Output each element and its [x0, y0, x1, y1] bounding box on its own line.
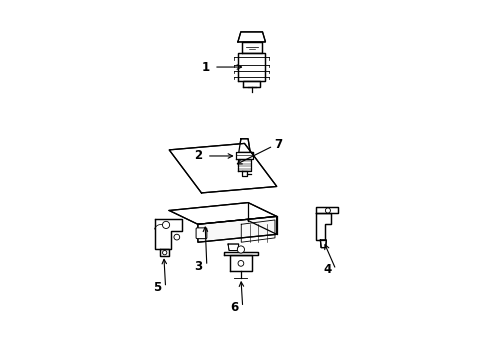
Circle shape [237, 246, 244, 253]
Polygon shape [230, 255, 251, 271]
Text: 4: 4 [323, 263, 331, 276]
Polygon shape [169, 143, 276, 193]
FancyBboxPatch shape [196, 228, 206, 239]
Text: 1: 1 [201, 60, 209, 73]
Circle shape [325, 208, 330, 213]
Polygon shape [227, 244, 238, 251]
Polygon shape [223, 252, 258, 255]
Polygon shape [198, 216, 276, 242]
Circle shape [162, 251, 166, 255]
Polygon shape [155, 219, 182, 249]
Polygon shape [169, 203, 276, 224]
Polygon shape [238, 139, 250, 152]
Text: 6: 6 [230, 301, 238, 314]
Polygon shape [320, 240, 325, 248]
Polygon shape [237, 32, 265, 42]
Polygon shape [238, 159, 250, 171]
Polygon shape [315, 213, 330, 240]
Polygon shape [235, 152, 253, 159]
Text: 7: 7 [274, 138, 282, 150]
Polygon shape [160, 249, 169, 256]
Polygon shape [238, 53, 265, 81]
Circle shape [238, 261, 244, 266]
Polygon shape [243, 81, 259, 87]
Text: 2: 2 [194, 149, 202, 162]
Circle shape [174, 234, 179, 240]
Text: 5: 5 [153, 281, 161, 294]
Polygon shape [241, 42, 261, 53]
Text: 3: 3 [194, 260, 202, 273]
Polygon shape [315, 207, 338, 213]
Circle shape [162, 221, 169, 229]
